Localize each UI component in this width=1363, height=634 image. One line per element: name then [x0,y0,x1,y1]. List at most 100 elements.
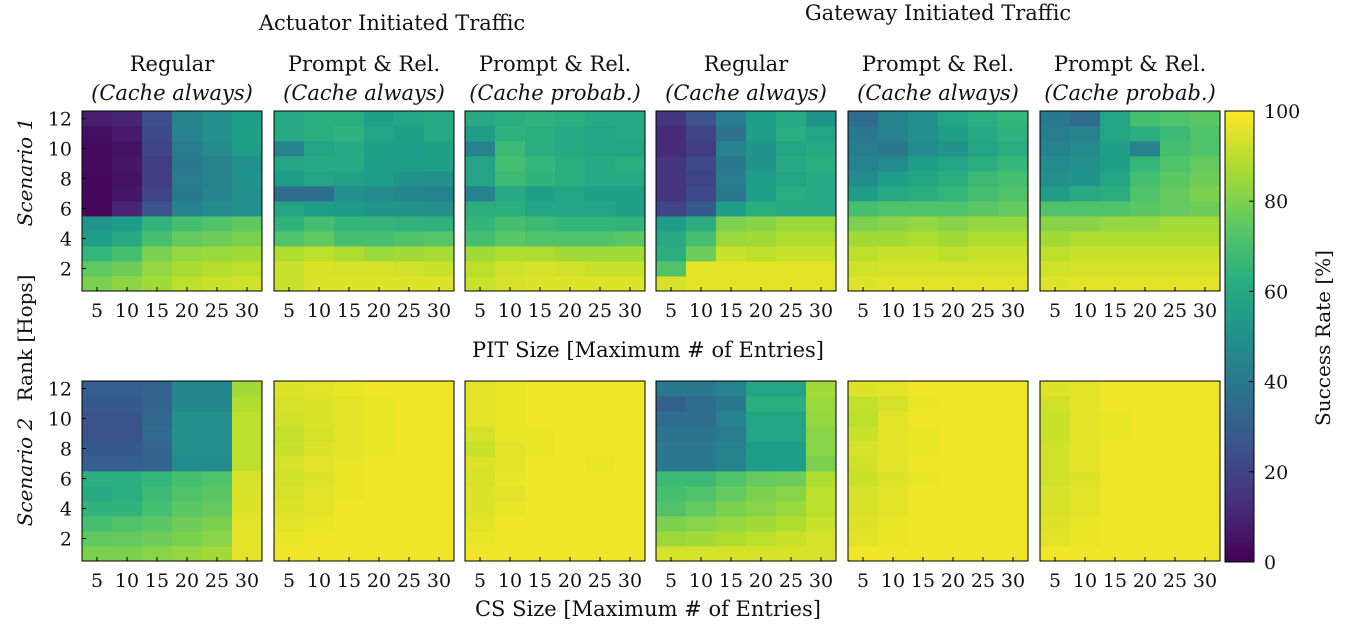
heatmap-cell [848,276,879,292]
x-tick-label: 5 [91,570,103,592]
heatmap-cell [686,546,717,562]
heatmap-cell [555,486,586,502]
heatmap-cell [968,531,999,547]
heatmap-cell [716,426,747,442]
heatmap-cell [776,141,807,157]
heatmap-cell [585,141,616,157]
heatmap-cell [364,486,395,502]
heatmap-cell [585,201,616,217]
heatmap-cell [82,456,113,472]
heatmap-cell [656,441,687,457]
heatmap-cell [555,276,586,292]
heatmap-cell [1100,231,1131,247]
heatmap-cell [465,411,496,427]
heatmap-cell [968,396,999,412]
heatmap-cell [908,441,939,457]
colorbar-ticks: 0 20 40 60 80 100 [1249,101,1300,574]
heatmap-cell [465,186,496,202]
heatmap-cell [555,471,586,487]
heatmap-cell [968,261,999,277]
heatmap-cell [172,441,203,457]
heatmap-cell [1100,426,1131,442]
heatmap-cell [656,531,687,547]
heatmap-cell [82,231,113,247]
heatmap-cell [585,186,616,202]
heatmap-cell [806,201,837,217]
heatmap-cell [746,216,777,232]
x-tick-label: 30 [427,570,451,592]
heatmap-cell [615,231,646,247]
heatmap-cell [1130,141,1161,157]
heatmap-cell [1190,411,1221,427]
heatmap-cell [274,186,305,202]
heatmap-cell [878,546,909,562]
heatmap-cell [232,426,263,442]
heatmap-panel: 5 10 15 20 25 30 [1039,380,1221,592]
heatmap-cell [656,156,687,172]
heatmap-cell [525,276,556,292]
heatmap-cell [615,216,646,232]
heatmap-cell [232,276,263,292]
heatmap-cell [998,396,1029,412]
heatmap-cell [1070,141,1101,157]
heatmap-cell [656,186,687,202]
colorbar-tick-label: 0 [1264,552,1276,574]
heatmap-cell [908,201,939,217]
heatmap-cell [465,246,496,262]
heatmap-cell [615,486,646,502]
heatmap-cell [82,246,113,262]
heatmap-cell [1190,216,1221,232]
heatmap-cell [142,531,173,547]
heatmap-cell [202,471,233,487]
x-tick-label: 25 [397,570,421,592]
heatmap-cell [334,276,365,292]
heatmap-cell [938,456,969,472]
heatmap-cell [938,186,969,202]
heatmap-cell [334,456,365,472]
heatmap-cell [82,156,113,172]
heatmap-cell [686,156,717,172]
heatmap-cell [1190,201,1221,217]
heatmap-cell [334,471,365,487]
heatmap-cell [908,246,939,262]
actuator-group-title: Actuator Initiated Traffic [258,11,525,35]
heatmap-cell [334,246,365,262]
heatmap-cell [142,231,173,247]
heatmap-cell [172,261,203,277]
heatmap-cell [202,156,233,172]
heatmap-cell [1100,171,1131,187]
heatmap-cell [806,231,837,247]
heatmap-cell [806,546,837,562]
heatmap-cell [525,411,556,427]
heatmap-cell [806,141,837,157]
x-tick-label: 25 [779,570,803,592]
heatmap-cell [968,486,999,502]
heatmap-cell [878,456,909,472]
column-header-line2: (Cache probab.) [1044,81,1216,105]
heatmap-cell [304,456,335,472]
heatmap-cell [746,111,777,127]
heatmap-cell [938,111,969,127]
heatmap-cell [615,531,646,547]
heatmap-cell [274,381,305,397]
heatmap-cell [1070,261,1101,277]
heatmap-cell [1070,501,1101,517]
heatmap-cell [1130,396,1161,412]
y-axis-label: Rank [Hops] [13,275,37,402]
column-header-line2: (Cache always) [91,81,253,105]
heatmap-cell [424,276,455,292]
heatmap-cell [112,156,143,172]
heatmap-cell [304,486,335,502]
heatmap-cell [1100,246,1131,262]
heatmap-cell [274,246,305,262]
heatmap-cell [656,516,687,532]
heatmap-cell [878,276,909,292]
heatmap-cell [686,456,717,472]
heatmap-cell [1070,426,1101,442]
heatmap-cell [585,486,616,502]
heatmap-cell [82,126,113,142]
heatmap-cell [1160,261,1191,277]
heatmap-cell [878,141,909,157]
x-tick-label: 20 [367,300,391,322]
heatmap-cell [806,501,837,517]
